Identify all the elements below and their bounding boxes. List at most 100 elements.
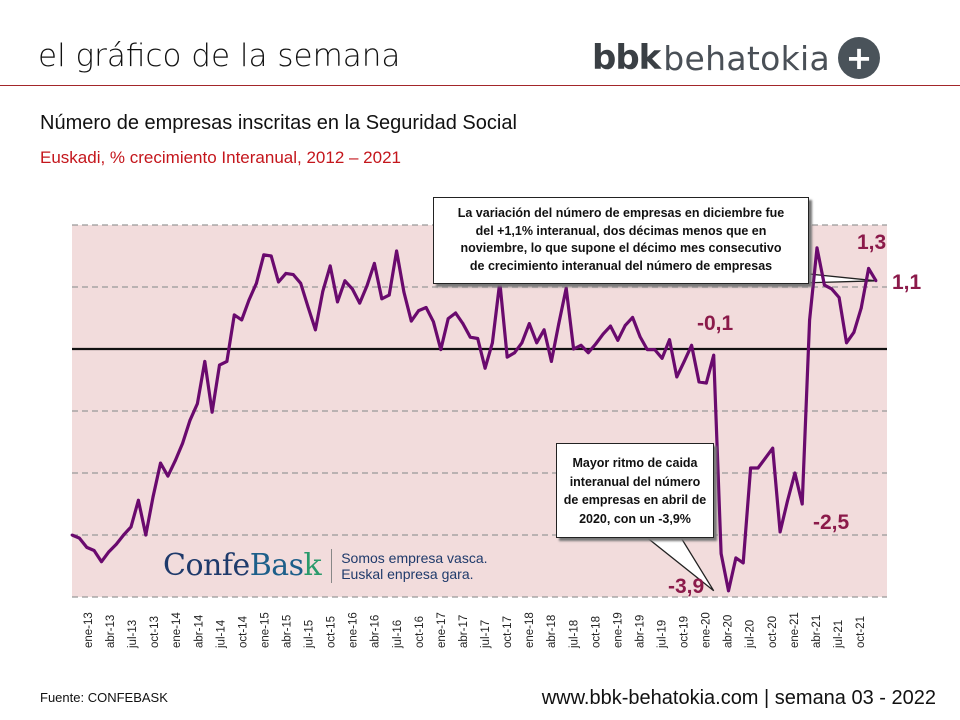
x-tick-label: jul-14 (215, 619, 227, 649)
data-point (70, 533, 74, 537)
data-point (129, 525, 133, 529)
data-point (424, 306, 428, 309)
data-point (557, 322, 561, 325)
data-point (638, 335, 642, 338)
data-point (358, 301, 362, 305)
source-note: Fuente: CONFEBASK (40, 690, 168, 705)
data-point (690, 343, 693, 347)
data-point (188, 418, 192, 422)
x-tick-label: abr-17 (458, 615, 470, 648)
data-point (380, 297, 384, 301)
x-tick-label: abr-14 (193, 614, 205, 648)
logo-bbk: bbk (592, 38, 661, 78)
x-tick-label: oct-20 (767, 616, 779, 648)
data-point (365, 284, 369, 288)
data-point (402, 290, 406, 294)
slide-title: el gráfico de la semana (38, 38, 401, 74)
data-point (373, 262, 376, 265)
data-point (92, 549, 96, 552)
x-tick-label: ene-18 (524, 612, 536, 648)
data-point (704, 381, 708, 385)
x-tick-label: jul-17 (480, 620, 492, 649)
x-tick-label: oct-16 (414, 616, 426, 648)
data-label-1-3: 1,3 (857, 231, 887, 254)
data-point (491, 341, 494, 345)
data-point (210, 410, 214, 414)
data-point (476, 337, 480, 340)
data-point (114, 542, 118, 546)
x-tick-label: jul-20 (745, 620, 757, 649)
data-point (601, 332, 605, 336)
data-point (350, 287, 354, 291)
data-point (483, 366, 487, 370)
data-point (262, 253, 266, 257)
data-point (343, 279, 347, 283)
data-point (631, 315, 634, 319)
x-tick-label: oct-14 (237, 615, 249, 648)
data-point (609, 324, 612, 328)
data-point (255, 281, 258, 285)
data-point (660, 356, 664, 360)
data-point (269, 254, 273, 258)
confebask-tagline: Somos empresa vasca. Euskal enpresa gara… (341, 549, 488, 582)
data-point (542, 328, 546, 332)
data-point (240, 318, 244, 322)
x-tick-label: ene-16 (348, 612, 360, 648)
data-point (837, 296, 841, 299)
data-point (277, 280, 280, 284)
data-point (867, 267, 871, 270)
data-point (550, 360, 553, 363)
confebask-wordmark: ConfeBask (163, 548, 322, 583)
data-point (454, 311, 457, 315)
data-point (520, 341, 524, 345)
data-point (100, 560, 103, 564)
data-point (763, 456, 767, 460)
data-point (800, 502, 804, 506)
data-point (144, 533, 148, 537)
data-point (159, 461, 162, 465)
data-point (808, 318, 812, 322)
confebask-watermark: ConfeBask Somos empresa vasca. Euskal en… (163, 548, 488, 583)
data-point (822, 283, 826, 287)
data-point (284, 271, 288, 275)
data-point (247, 298, 251, 302)
data-label-minus-2-5: -2,5 (813, 511, 850, 534)
data-label-minus-3-9: -3,9 (668, 575, 705, 598)
data-point (675, 375, 679, 379)
data-point (579, 343, 583, 347)
x-tick-label: abr-18 (546, 615, 558, 648)
data-point (859, 306, 863, 310)
plus-icon: + (838, 37, 881, 79)
data-point (328, 264, 332, 268)
data-point (203, 360, 207, 363)
data-point (645, 348, 649, 352)
data-point (616, 338, 620, 342)
header-divider (0, 85, 960, 86)
x-tick-label: abr-19 (634, 615, 646, 648)
x-tick-label: ene-13 (83, 612, 95, 648)
data-point (291, 273, 295, 276)
logo-behatokia: behatokia (663, 38, 831, 78)
x-tick-label: jul-15 (304, 620, 316, 649)
x-tick-label: oct-18 (590, 616, 602, 648)
x-tick-label: jul-21 (833, 620, 845, 649)
bbk-behatokia-logo: bbk behatokia + (592, 36, 881, 80)
x-tick-label: ene-21 (789, 612, 801, 648)
data-point (151, 495, 155, 498)
data-point (830, 287, 834, 291)
data-point (181, 441, 185, 445)
data-point (778, 530, 782, 534)
data-point (173, 459, 177, 462)
data-point (815, 246, 819, 250)
x-tick-label: oct-21 (855, 616, 867, 648)
data-point (653, 348, 657, 352)
x-tick-label: jul-18 (568, 620, 580, 649)
annotation-april-2020: Mayor ritmo de caida interanual del núme… (556, 443, 714, 538)
x-tick-label: ene-20 (701, 612, 713, 648)
data-point (771, 446, 775, 450)
data-point (513, 351, 516, 355)
chart-subtitle: Euskadi, % crecimiento Interanual, 2012 … (40, 148, 402, 167)
data-point (682, 360, 686, 363)
data-label-1-1: 1,1 (892, 271, 922, 294)
data-point (535, 341, 539, 345)
